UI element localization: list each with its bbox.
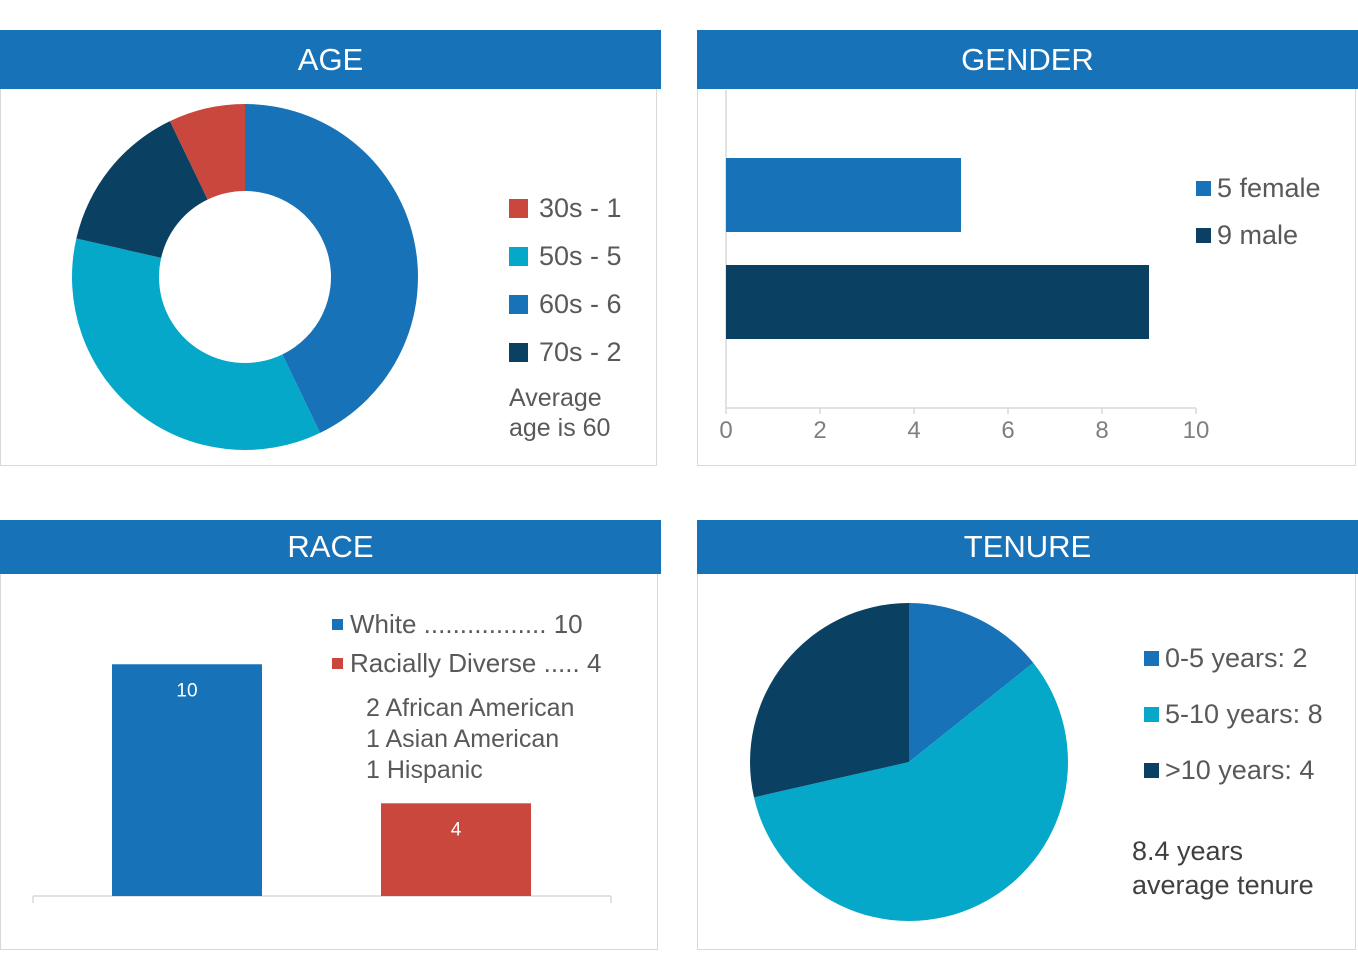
legend-swatch xyxy=(1196,228,1211,243)
race-legend-diverse: Racially Diverse ..... 4 xyxy=(332,648,601,679)
race-bar-data-label: 4 xyxy=(451,819,462,840)
tenure-legend-label: 5-10 years: 8 xyxy=(1165,699,1323,729)
race-header: RACE xyxy=(0,520,661,574)
race-breakdown: 2 African American 1 Asian American 1 Hi… xyxy=(366,693,574,786)
race-bar-chart: 10 4 xyxy=(32,664,612,903)
legend-swatch xyxy=(332,658,343,669)
race-legend-white: White ................. 10 xyxy=(332,609,583,640)
gender-header: GENDER xyxy=(697,30,1358,89)
age-note-line1: Average xyxy=(509,384,602,412)
age-header: AGE xyxy=(0,30,661,89)
age-slice-50s xyxy=(72,238,321,450)
gender-x-tick-label: 10 xyxy=(1183,417,1210,444)
age-legend-30s: 30s - 1 xyxy=(509,193,622,224)
race-breakdown-line: 1 Hispanic xyxy=(366,756,483,784)
tenure-legend-5-10: 5-10 years: 8 xyxy=(1144,699,1323,730)
gender-bar-male xyxy=(726,265,1149,339)
gender-bar-female xyxy=(726,158,961,232)
gender-x-tick-label: 2 xyxy=(813,417,826,444)
tenure-legend-label: 0-5 years: 2 xyxy=(1165,643,1308,673)
gender-legend-label: 9 male xyxy=(1217,220,1299,250)
legend-swatch xyxy=(509,295,528,314)
legend-swatch xyxy=(509,199,528,218)
tenure-slice-10-years xyxy=(750,603,909,798)
gender-x-tick-label: 4 xyxy=(907,417,920,444)
race-bar-racially-diverse xyxy=(381,803,531,896)
tenure-slice-0-5-years xyxy=(909,603,1034,762)
age-note-line2: age is 60 xyxy=(509,414,611,442)
legend-swatch xyxy=(509,343,528,362)
tenure-legend-0-5: 0-5 years: 2 xyxy=(1144,643,1308,674)
age-legend-label: 70s - 2 xyxy=(539,337,622,367)
age-legend-70s: 70s - 2 xyxy=(509,337,622,368)
tenure-pie-chart xyxy=(750,603,1068,922)
race-bar-data-label: 10 xyxy=(176,680,197,701)
tenure-panel: TENURE 0-5 years: 2 5-10 years: 8 >10 ye… xyxy=(697,520,1358,950)
race-panel: RACE 10 4 White ................. 10 Raci… xyxy=(0,520,661,950)
race-breakdown-line: 1 Asian American xyxy=(366,725,560,753)
age-slice-60s xyxy=(245,104,418,433)
legend-swatch xyxy=(332,619,343,630)
tenure-header: TENURE xyxy=(697,520,1358,574)
age-slice-70s xyxy=(76,121,208,258)
legend-swatch xyxy=(509,247,528,266)
age-slice-30s xyxy=(169,104,245,200)
race-legend-label: Racially Diverse ..... 4 xyxy=(350,648,602,678)
age-panel: AGE 30s - 1 50s - 5 60s - 6 70s - 2 Aver… xyxy=(0,30,661,466)
age-legend-50s: 50s - 5 xyxy=(509,241,622,272)
gender-bar-chart: 0 2 4 6 8 10 xyxy=(719,90,1210,444)
gender-x-tick-label: 0 xyxy=(719,417,732,444)
age-donut-chart xyxy=(72,104,418,450)
legend-swatch xyxy=(1196,181,1211,196)
tenure-note-line2: average tenure xyxy=(1132,870,1314,900)
tenure-legend-label: >10 years: 4 xyxy=(1165,755,1315,785)
race-bar-white xyxy=(112,664,262,896)
gender-legend-female: 5 female xyxy=(1196,173,1321,204)
gender-panel: GENDER 0 2 4 6 8 10 5 female 9 male xyxy=(697,30,1358,466)
tenure-average-note: 8.4 years average tenure xyxy=(1132,834,1314,902)
tenure-note-line1: 8.4 years xyxy=(1132,836,1244,866)
gender-legend-male: 9 male xyxy=(1196,220,1298,251)
gender-legend-label: 5 female xyxy=(1217,173,1321,203)
tenure-legend-10plus: >10 years: 4 xyxy=(1144,755,1314,786)
age-legend-60s: 60s - 6 xyxy=(509,289,622,320)
age-legend-label: 60s - 6 xyxy=(539,289,622,319)
age-legend-label: 30s - 1 xyxy=(539,193,622,223)
legend-swatch xyxy=(1144,707,1159,722)
gender-x-tick-label: 8 xyxy=(1095,417,1108,444)
legend-swatch xyxy=(1144,763,1159,778)
gender-x-tick-label: 6 xyxy=(1001,417,1014,444)
age-average-note: Average age is 60 xyxy=(509,383,610,443)
race-legend-label: White ................. 10 xyxy=(350,609,583,639)
tenure-slice-5-10-years xyxy=(753,662,1068,922)
race-panel-body xyxy=(0,574,658,950)
race-breakdown-line: 2 African American xyxy=(366,694,575,722)
legend-swatch xyxy=(1144,651,1159,666)
age-legend-label: 50s - 5 xyxy=(539,241,622,271)
